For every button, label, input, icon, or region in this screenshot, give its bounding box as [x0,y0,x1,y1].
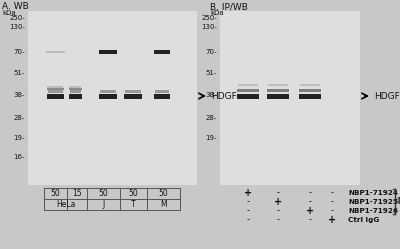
Bar [46,88,64,90]
Text: 50: 50 [158,189,168,198]
Bar [99,94,117,99]
Text: 250-: 250- [201,15,217,21]
Bar [237,94,259,99]
Text: 51-: 51- [14,70,25,76]
Text: 50: 50 [98,189,108,198]
Text: -: - [308,215,312,224]
Text: kDa: kDa [2,10,16,16]
Text: M: M [160,200,167,209]
Text: kDa: kDa [210,10,224,16]
Bar [46,94,64,99]
Bar [154,94,170,99]
Bar [99,50,117,54]
Bar [267,94,289,99]
Text: +: + [244,187,252,197]
Text: 19-: 19- [206,135,217,141]
Text: -: - [276,188,280,197]
Bar [28,11,197,185]
Text: -: - [276,215,280,224]
Text: 19-: 19- [14,135,25,141]
Text: 38-: 38- [206,92,217,98]
Bar [100,89,116,92]
Bar [267,88,289,91]
Text: HDGF: HDGF [374,91,400,101]
Text: A. WB: A. WB [2,2,29,11]
Bar [238,84,258,86]
Bar [47,86,63,88]
Text: -: - [276,206,280,215]
Bar [237,88,259,91]
Text: 130-: 130- [9,24,25,30]
Text: 50: 50 [128,189,138,198]
Bar [300,84,320,86]
Bar [125,89,141,92]
Bar [220,11,360,185]
Text: 15: 15 [72,189,82,198]
Text: -: - [308,197,312,206]
Bar [299,88,321,91]
Text: IP: IP [396,197,400,206]
Text: NBP1-71926: NBP1-71926 [348,207,398,213]
Text: -: - [246,197,250,206]
Bar [46,51,64,53]
Bar [69,86,81,88]
Text: -: - [330,188,334,197]
Bar [155,89,169,92]
Text: NBP1-71924: NBP1-71924 [348,189,398,195]
Text: T: T [131,200,136,209]
Text: Ctrl IgG: Ctrl IgG [348,216,379,223]
Text: 51-: 51- [206,70,217,76]
Text: 250-: 250- [9,15,25,21]
Text: -: - [308,188,312,197]
Bar [124,94,142,99]
Text: +: + [328,214,336,225]
Text: -: - [246,215,250,224]
Text: HeLa: HeLa [56,200,75,209]
Text: -: - [330,206,334,215]
Text: +: + [274,196,282,206]
Bar [70,89,80,92]
Bar [154,50,170,54]
Text: 28-: 28- [14,115,25,121]
Bar [268,84,288,86]
Text: 16-: 16- [14,154,25,160]
Text: NBP1-71925: NBP1-71925 [348,198,398,204]
Text: J: J [102,200,105,209]
Bar [48,89,62,92]
Text: -: - [330,197,334,206]
Bar [68,88,82,90]
Text: -: - [246,206,250,215]
Text: 50: 50 [50,189,60,198]
Bar [68,94,82,99]
Text: 130-: 130- [201,24,217,30]
Text: 38-: 38- [14,92,25,98]
Text: 70-: 70- [14,49,25,55]
Text: 70-: 70- [206,49,217,55]
Text: HDGF: HDGF [211,91,237,101]
Text: +: + [306,205,314,215]
Bar [299,94,321,99]
Text: B. IP/WB: B. IP/WB [210,2,248,11]
Text: 28-: 28- [206,115,217,121]
